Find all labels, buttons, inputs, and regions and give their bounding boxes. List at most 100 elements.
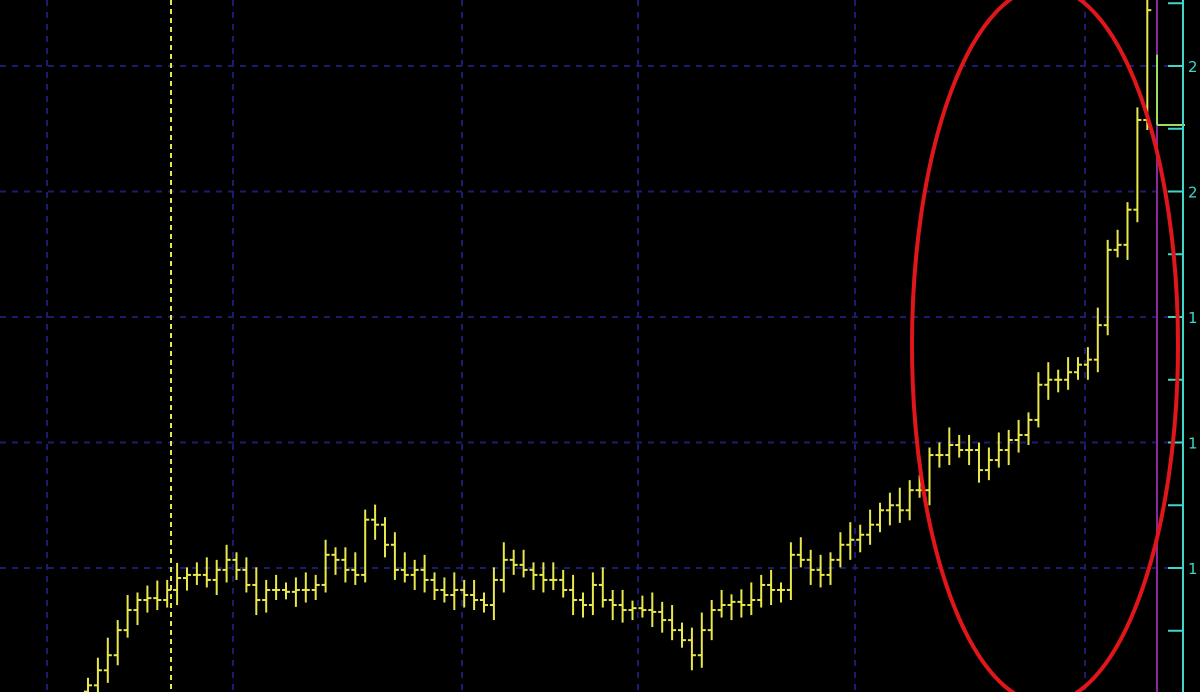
ohlc-bar	[133, 592, 142, 626]
ohlc-bar	[539, 562, 548, 593]
ohlc-bar	[658, 601, 667, 633]
ohlc-bar	[1044, 362, 1053, 400]
ohlc-bar	[163, 579, 172, 608]
ohlc-bar	[1024, 412, 1033, 446]
ohlc-bar	[856, 524, 865, 553]
ohlc-bar	[113, 620, 122, 666]
ohlc-bar	[598, 567, 607, 608]
ohlc-bar	[965, 434, 974, 466]
ohlc-bar	[777, 582, 785, 603]
ohlc-bar	[747, 582, 756, 616]
ohlc-bar	[876, 502, 884, 533]
ohlc-bar	[687, 627, 696, 671]
ohlc-bar	[440, 577, 449, 603]
ohlc-bar	[420, 554, 429, 593]
ohlc-bar	[885, 492, 894, 526]
ohlc-bar	[737, 589, 746, 618]
ohlc-bar	[1034, 372, 1043, 428]
ohlc-bar	[1014, 419, 1023, 453]
ohlc-bar	[480, 592, 488, 613]
ohlc-bar	[638, 595, 647, 618]
ohlc-bar	[489, 567, 498, 621]
ohlc-bar	[569, 574, 578, 616]
ohlc-bar	[866, 509, 875, 545]
ohlc-bar	[846, 522, 855, 560]
ohlc-bar	[935, 442, 944, 468]
y-tick-label: 1	[1188, 560, 1198, 578]
ohlc-bar	[707, 600, 716, 641]
ohlc-bar	[895, 487, 904, 523]
ohlc-bar	[232, 552, 241, 580]
ohlc-bar	[282, 582, 290, 600]
ohlc-bar	[796, 537, 805, 568]
ohlc-bar	[826, 552, 835, 585]
ohlc-bar	[371, 504, 380, 540]
y-tick-label: 1	[1188, 435, 1198, 453]
ohlc-bar	[143, 585, 152, 613]
ohlc-bar	[390, 532, 399, 580]
ohlc-bar	[925, 447, 934, 506]
ohlc-bar	[1113, 229, 1122, 258]
ohlc-bar	[717, 589, 726, 618]
ohlc-bar	[1054, 369, 1063, 393]
y-tick-label: 2	[1188, 184, 1198, 202]
ohlc-bar	[361, 509, 370, 583]
ohlc-bar	[1064, 357, 1073, 390]
ohlc-bar	[262, 579, 271, 613]
ohlc-bar	[955, 434, 964, 458]
ohlc-bar	[272, 574, 281, 601]
ohlc-bar	[678, 622, 686, 648]
ohlc-bar	[410, 559, 419, 590]
ohlc-bar	[618, 589, 627, 623]
y-tick-label: 2	[1188, 58, 1198, 76]
ohlc-bar	[173, 562, 182, 606]
ohlc-bar	[123, 594, 132, 638]
ohlc-bar	[212, 559, 221, 595]
ohlc-bar	[509, 549, 518, 575]
ohlc-bar	[905, 480, 914, 521]
ohlc-bar	[499, 542, 508, 593]
ohlc-bar	[183, 567, 191, 591]
ohlc-bar	[1133, 107, 1142, 223]
ohlc-bar	[470, 579, 479, 611]
ohlc-bar	[351, 552, 360, 585]
ohlc-bar	[1093, 307, 1102, 373]
ohlc-bar	[460, 579, 469, 608]
ohlc-bar	[1004, 429, 1013, 466]
ohlc-bar	[153, 580, 162, 611]
ohlc-bar	[430, 572, 439, 601]
ohlc-bar	[697, 612, 706, 668]
ohlc-bar	[549, 562, 558, 590]
ohlc-bar	[579, 592, 587, 618]
ohlc-bar	[341, 547, 350, 583]
ohlc-bar	[529, 562, 538, 590]
ohlc-bar	[628, 600, 637, 621]
ohlc-bar	[648, 592, 657, 627]
ohlc-bar	[588, 572, 597, 616]
ohlc-bar	[1123, 202, 1132, 260]
ohlc-bar	[103, 637, 112, 683]
ohlc-bar	[301, 572, 310, 603]
ohlc-bar	[975, 442, 983, 483]
ohlc-bar	[222, 544, 231, 583]
ohlc-bar	[400, 552, 409, 583]
y-tick-label: 1	[1188, 309, 1198, 327]
ohlc-bar	[757, 574, 766, 608]
ohlc-bar	[836, 532, 845, 568]
ohlc-bar	[252, 567, 261, 616]
ohlc-bar	[984, 447, 993, 481]
ohlc-bar	[945, 427, 954, 466]
ohlc-bar	[84, 677, 92, 692]
last-ohlc-bar	[1156, 54, 1185, 126]
ohlc-bar	[806, 549, 815, 585]
ohlc-bar	[450, 572, 459, 611]
ohlc-bar	[1083, 347, 1092, 380]
ohlc-bar	[668, 605, 677, 641]
ohlc-bar	[291, 577, 300, 607]
ohlc-bar	[994, 432, 1003, 468]
ohlc-bar	[311, 574, 320, 601]
ohlc-bar	[93, 657, 102, 692]
ohlc-bar	[1074, 357, 1082, 380]
ohlc-bar	[727, 594, 736, 621]
